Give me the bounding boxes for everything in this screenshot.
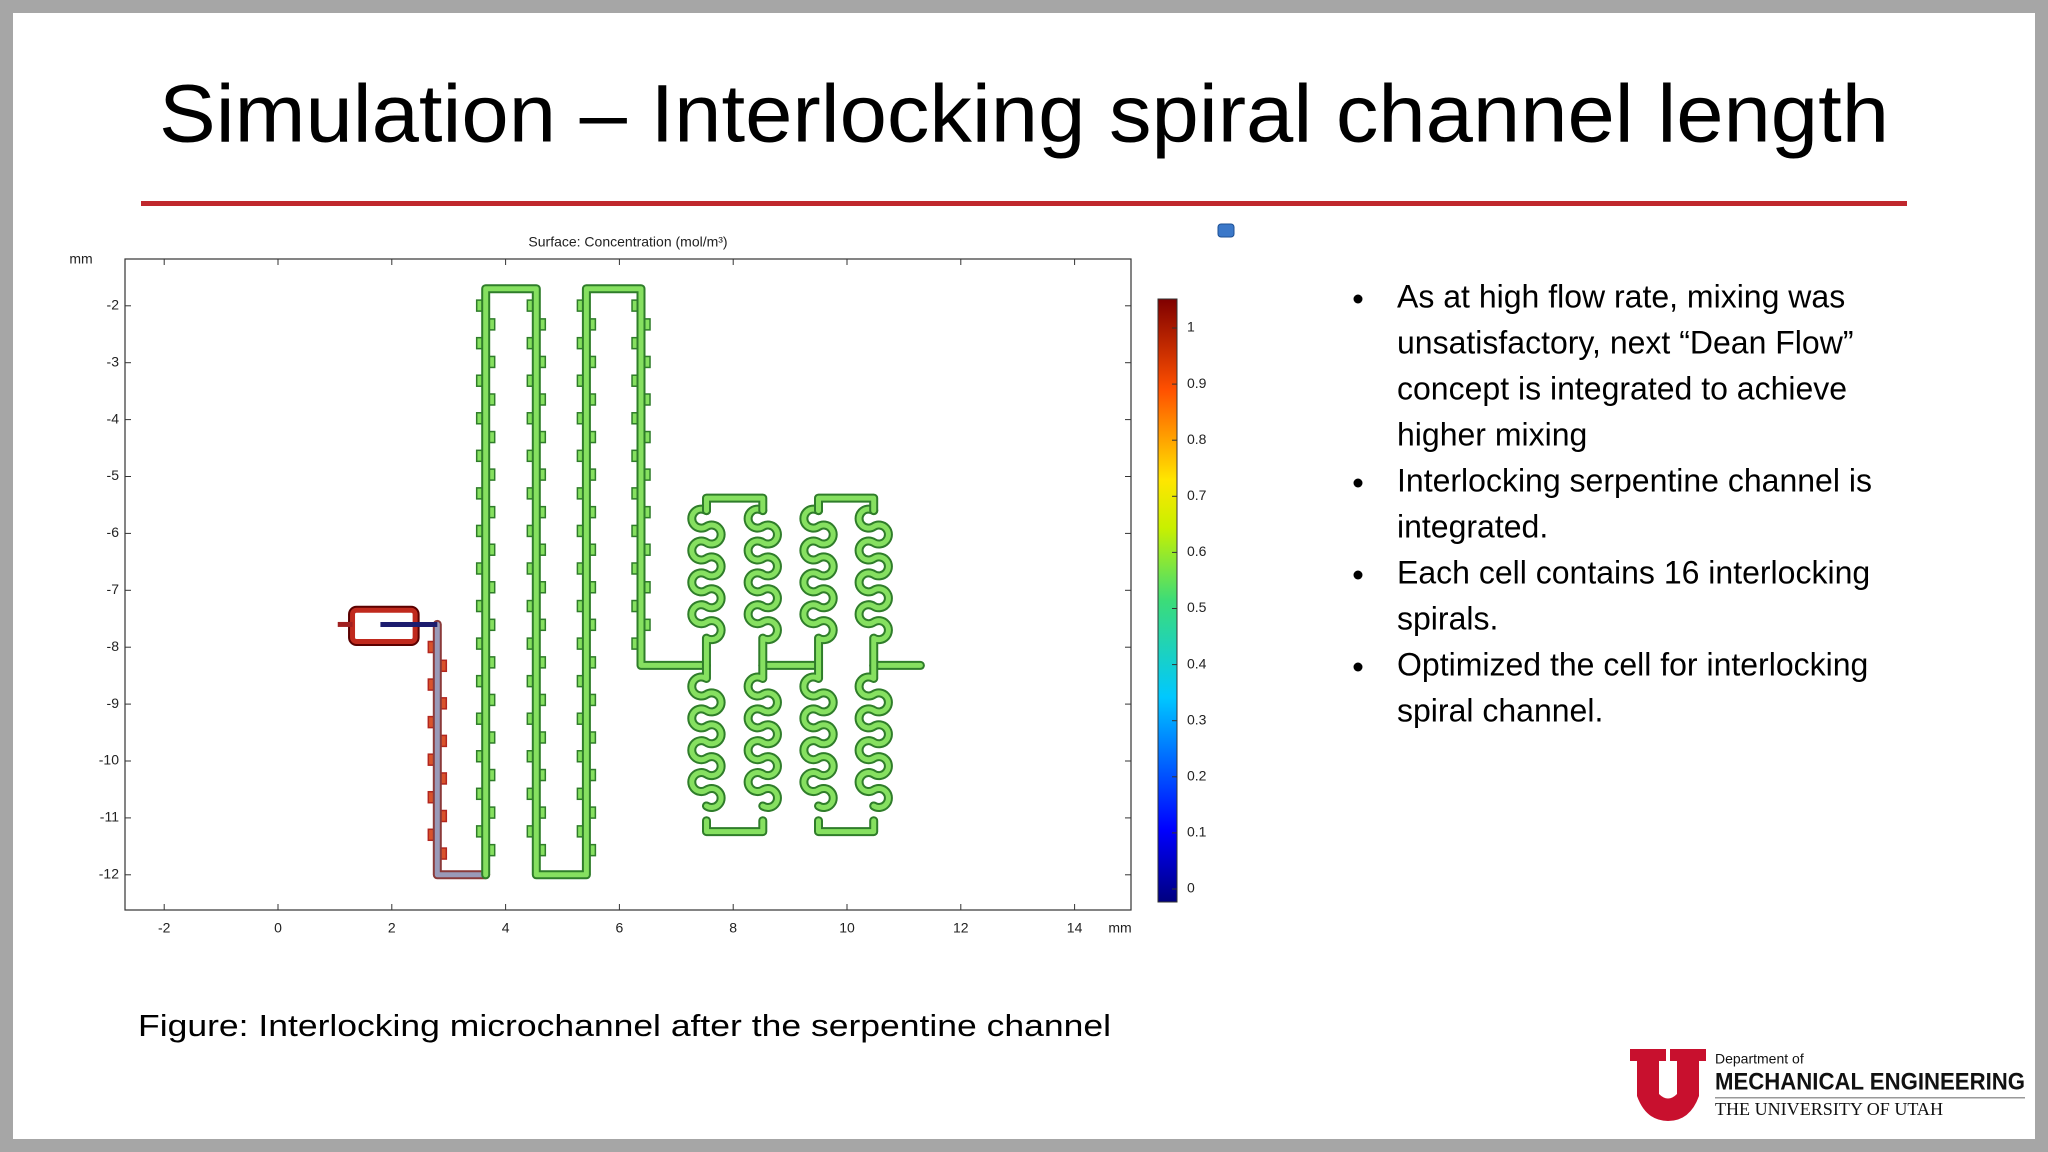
x-tick-label: 14: [1067, 920, 1083, 936]
figure-title: Surface: Concentration (mol/m³): [528, 234, 727, 250]
x-tick-label: 10: [839, 920, 855, 936]
y-tick-label: -11: [100, 809, 119, 825]
colorbar-tick-label: 0.4: [1187, 655, 1207, 671]
y-tick-label: -12: [99, 866, 119, 882]
bullet-text: Each cell contains 16 interlocking: [1397, 554, 1870, 590]
colorbar-tick-label: 0.5: [1187, 599, 1207, 615]
x-unit: mm: [1108, 920, 1131, 936]
slide-title: Simulation – Interlocking spiral channel…: [159, 69, 1889, 160]
bullet-text: concept is integrated to achieve: [1397, 370, 1847, 406]
bullet-text: higher mixing: [1397, 416, 1587, 452]
y-unit: mm: [69, 251, 92, 267]
figure-caption: Figure: Interlocking microchannel after …: [138, 1008, 1111, 1043]
y-tick-label: -9: [107, 695, 120, 711]
y-tick-label: -7: [107, 581, 120, 597]
bullet-text: unsatisfactory, next “Dean Flow”: [1397, 324, 1853, 360]
x-tick-label: 12: [953, 920, 969, 936]
plot-icon: [1217, 223, 1235, 238]
logo-u: [1630, 1049, 1706, 1121]
channel: [689, 506, 724, 810]
bullet-text: spirals.: [1397, 600, 1498, 636]
bullet-text: Interlocking serpentine channel is: [1397, 462, 1872, 498]
colorbar-tick-label: 0.2: [1187, 768, 1207, 784]
channel: [816, 495, 877, 514]
bullet-marker: [1353, 570, 1363, 580]
bullet-text: As at high flow rate, mixing was: [1397, 278, 1845, 314]
plot-frame: [124, 258, 1132, 911]
channel: [816, 818, 877, 835]
colorbar-tick-label: 0.3: [1187, 711, 1207, 727]
x-tick-label: 8: [729, 920, 737, 936]
y-tick-label: -8: [107, 638, 120, 654]
channel: [483, 286, 709, 878]
logo-rule: [1715, 1097, 2025, 1099]
figure: Surface: Concentration (mol/m³) mm mm -2…: [69, 223, 1235, 936]
logo-university: THE UNIVERSITY OF UTAH: [1715, 1099, 1943, 1119]
title-rule: [141, 201, 1907, 206]
colorbar-tick-label: 0.1: [1187, 824, 1207, 840]
bullet-marker: [1353, 294, 1363, 304]
logo-department: Department of: [1715, 1051, 1804, 1067]
logo: Department of MECHANICAL ENGINEERING THE…: [1630, 1049, 2025, 1121]
y-tick-label: -3: [107, 353, 120, 369]
channel: [704, 818, 766, 835]
y-tick-label: -5: [107, 467, 120, 483]
channel: [745, 506, 780, 810]
channel: [704, 495, 766, 514]
y-tick-label: -10: [99, 752, 119, 768]
y-tick-label: -4: [107, 410, 120, 426]
colorbar-tick-label: 0: [1187, 880, 1195, 896]
colorbar-tick-label: 0.6: [1187, 543, 1207, 559]
colorbar-tick-label: 0.7: [1187, 487, 1207, 503]
bullet-marker: [1353, 662, 1363, 672]
x-tick-label: 6: [616, 920, 624, 936]
bullet-text: integrated.: [1397, 508, 1548, 544]
bullet-marker: [1353, 478, 1363, 488]
channel: [434, 621, 489, 878]
bullet-text: Optimized the cell for interlocking: [1397, 646, 1868, 682]
colorbar: [1157, 298, 1178, 903]
y-tick-label: -6: [107, 524, 120, 540]
y-tick-label: -2: [107, 297, 120, 313]
x-tick-label: 2: [388, 920, 396, 936]
channel: [801, 506, 836, 810]
channel: [856, 506, 891, 810]
bullet-text: spiral channel.: [1397, 692, 1603, 728]
colorbar-tick-label: 0.9: [1187, 375, 1207, 391]
x-tick-label: 4: [502, 920, 510, 936]
x-tick-label: -2: [158, 920, 171, 936]
colorbar-tick-label: 1: [1187, 319, 1195, 335]
colorbar-tick-label: 0.8: [1187, 431, 1207, 447]
x-tick-label: 0: [274, 920, 282, 936]
logo-name: MECHANICAL ENGINEERING: [1715, 1068, 2025, 1095]
